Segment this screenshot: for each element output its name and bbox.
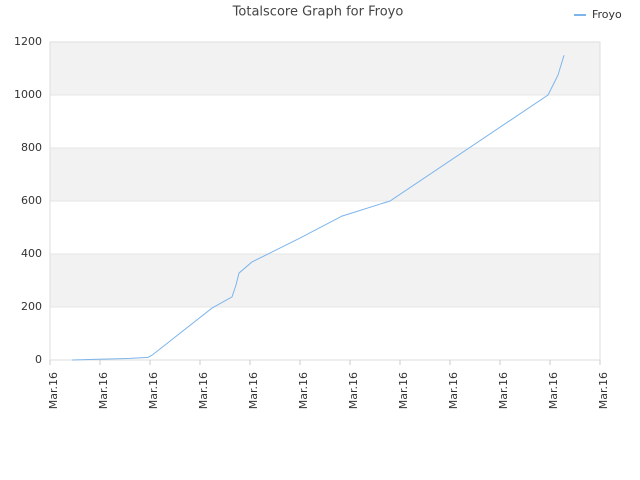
x-tick-label: Mar.16 — [47, 372, 60, 409]
x-tick-label: Mar.16 — [247, 372, 260, 409]
x-tick-label: Mar.16 — [497, 372, 510, 409]
y-tick-label: 200 — [21, 300, 42, 313]
y-tick-label: 0 — [35, 353, 42, 366]
x-tick-label: Mar.16 — [147, 372, 160, 409]
legend-label: Froyo — [592, 8, 622, 21]
y-tick-label: 800 — [21, 141, 42, 154]
y-tick-label: 600 — [21, 194, 42, 207]
y-tick-label: 400 — [21, 247, 42, 260]
x-tick-label: Mar.16 — [597, 372, 610, 409]
x-tick-label: Mar.16 — [97, 372, 110, 409]
x-tick-label: Mar.16 — [547, 372, 560, 409]
y-tick-label: 1200 — [14, 35, 42, 48]
plot-border — [49, 41, 601, 361]
y-tick-label: 1000 — [14, 88, 42, 101]
x-tick-label: Mar.16 — [197, 372, 210, 409]
chart-title: Totalscore Graph for Froyo — [232, 5, 404, 20]
x-tick-label: Mar.16 — [297, 372, 310, 409]
grid-band — [50, 254, 600, 307]
x-tick-label: Mar.16 — [447, 372, 460, 409]
grid-band — [50, 148, 600, 201]
grid-band — [50, 42, 600, 95]
x-tick-label: Mar.16 — [347, 372, 360, 409]
series-line — [71, 55, 565, 361]
x-tick-label: Mar.16 — [397, 372, 410, 409]
